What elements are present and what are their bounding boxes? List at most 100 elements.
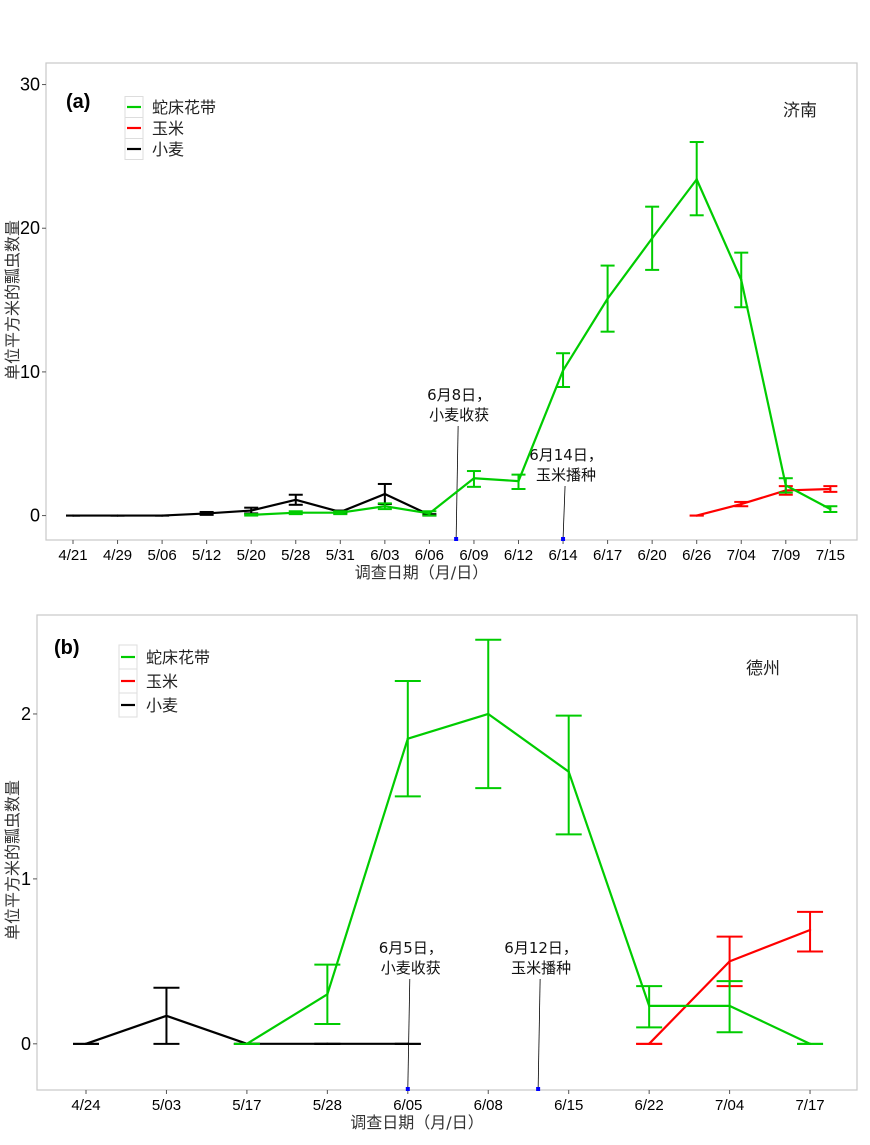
y-tick-label: 2 [21, 704, 31, 724]
series-line [696, 487, 831, 517]
data-point [250, 509, 253, 512]
chart-panel-a: 0 10 20 30 4/21 4/29 5/06 5/12 5/20 5/28 5/31 6/03 6… [3, 62, 858, 582]
x-tick-label: 6/26 [682, 547, 711, 564]
x-tick-label: 7/04 [715, 1097, 744, 1114]
data-point [728, 1004, 731, 1008]
x-tick-label: 6/14 [548, 547, 577, 564]
data-point [71, 514, 75, 517]
x-tick-label: 5/03 [152, 1097, 181, 1114]
x-tick-label: 5/12 [192, 547, 221, 564]
annotation: 6月8日， 小麦收获 [427, 386, 491, 541]
series-green-belt [244, 141, 838, 517]
data-point [650, 237, 654, 240]
annotation-leader [562, 485, 566, 540]
y-axis-title: 单位平方米的瓢虫数量 [3, 220, 22, 380]
annotation-marker [405, 1087, 410, 1091]
annotation-marker [454, 537, 459, 541]
data-point [728, 960, 731, 963]
annotation: 6月12日， 玉米播种 [504, 939, 578, 1091]
data-point [784, 484, 787, 487]
annotation-event: 小麦收获 [429, 406, 489, 424]
data-point [740, 502, 743, 506]
x-tick-label: 5/28 [313, 1097, 342, 1114]
plot-area [36, 614, 858, 1091]
location-label: 济南 [783, 101, 817, 121]
data-point [205, 512, 208, 515]
x-tick-label: 6/09 [459, 547, 488, 564]
annotation-date: 6月8日， [427, 386, 491, 404]
annotation-event: 玉米播种 [536, 466, 596, 484]
annotation-leader [537, 978, 541, 1090]
data-point [165, 1014, 168, 1017]
legend-label: 蛇床花带 [152, 98, 216, 117]
data-point [487, 712, 490, 716]
legend-label: 小麦 [152, 140, 184, 159]
annotation-leader [407, 978, 411, 1090]
y-tick-label: 0 [21, 1034, 31, 1054]
x-axis-title: 调查日期（月/日） [350, 1113, 483, 1132]
data-point [406, 1042, 409, 1046]
data-point [339, 511, 342, 514]
x-tick-label: 6/22 [635, 1097, 664, 1114]
x-tick-label: 5/06 [147, 547, 176, 564]
location-label: 德州 [746, 659, 780, 679]
data-point [567, 770, 570, 773]
annotation-date: 6月5日， [379, 939, 443, 957]
y-tick-label: 30 [20, 75, 40, 95]
data-point [294, 498, 297, 501]
series-green-belt [233, 638, 824, 1046]
data-point [326, 993, 329, 996]
data-point [740, 278, 743, 282]
data-point [829, 487, 832, 491]
x-tick-label: 5/20 [237, 547, 266, 564]
series-corn [636, 910, 824, 1046]
y-tick-label: 0 [30, 506, 40, 526]
x-tick-label: 7/09 [771, 547, 800, 564]
data-point [561, 369, 565, 372]
annotation: 6月5日， 小麦收获 [379, 939, 443, 1091]
x-tick-label: 6/15 [554, 1097, 583, 1114]
data-point [695, 178, 698, 181]
data-point [647, 1042, 651, 1046]
legend-label: 蛇床花带 [146, 648, 210, 667]
data-point [250, 513, 253, 517]
x-tick-label: 6/05 [393, 1097, 422, 1114]
data-point [116, 514, 119, 517]
series-line [246, 712, 811, 1045]
x-tick-label: 4/21 [58, 547, 87, 564]
panel-label: (b) [54, 637, 80, 659]
annotation-date: 6月14日， [529, 446, 603, 464]
x-tick-label: 6/08 [474, 1097, 503, 1114]
annotation: 6月14日， 玉米播种 [529, 446, 603, 541]
error-bar [555, 714, 582, 836]
legend-label: 玉米 [146, 672, 178, 691]
data-point [245, 1042, 249, 1046]
annotation-date: 6月12日， [504, 939, 578, 957]
annotation-event: 小麦收获 [381, 959, 441, 977]
x-tick-label: 5/31 [326, 547, 355, 564]
data-point [428, 512, 431, 515]
y-tick-label: 10 [20, 362, 40, 382]
x-tick-label: 6/17 [593, 547, 622, 564]
annotation-leader [455, 425, 459, 540]
y-tick-label: 1 [21, 869, 31, 889]
legend-label: 玉米 [152, 119, 184, 138]
series-line [251, 178, 831, 516]
x-tick-label: 6/12 [504, 547, 533, 564]
y-axis-title: 单位平方米的瓢虫数量 [3, 780, 22, 940]
y-tick-label: 20 [20, 218, 40, 238]
x-tick-label: 4/24 [71, 1097, 100, 1114]
data-point [160, 514, 164, 517]
annotation-event: 玉米播种 [511, 959, 571, 977]
x-tick-label: 4/29 [103, 547, 132, 564]
x-axis-title: 调查日期（月/日） [355, 563, 488, 582]
x-tick-label: 7/04 [727, 547, 756, 564]
chart-panel-b: 0 1 2 4/24 5/03 5/17 5/28 6/05 6/08 6/15 6/22 7/04 7… [3, 614, 858, 1132]
data-point [383, 492, 387, 496]
data-point [829, 507, 832, 511]
annotation-marker [536, 1087, 541, 1091]
data-point [808, 1042, 812, 1046]
x-tick-label: 6/20 [638, 547, 667, 564]
